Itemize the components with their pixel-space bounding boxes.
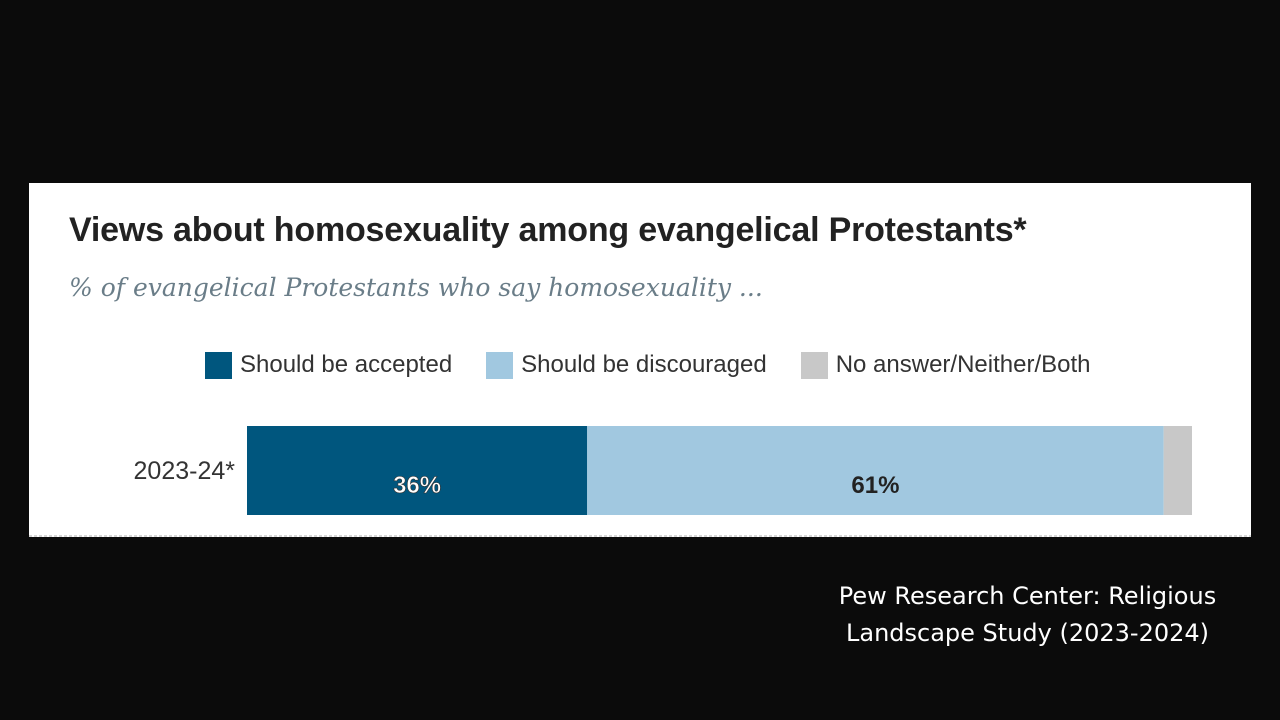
legend-item-no-answer: No answer/Neither/Both (800, 351, 1091, 379)
panel-bottom-edge (29, 535, 1251, 537)
bar-segment-should-be-accepted (247, 426, 588, 515)
source-caption-line-1: Pew Research Center: Religious (838, 582, 1217, 610)
data-label-should-be-accepted: 36% (393, 472, 441, 499)
legend-label-discouraged: Should be discouraged (521, 351, 767, 378)
source-caption-line-2: Landscape Study (2023-2024) (845, 619, 1210, 647)
legend-label-accepted: Should be accepted (240, 351, 453, 378)
chart-subtitle: % of evangelical Protestants who say hom… (69, 273, 763, 302)
source-caption: Pew Research Center: Religious Landscape… (800, 578, 1255, 652)
legend-swatch-no-answer (800, 351, 828, 379)
stacked-bar-chart: 2023-24* 36% 61% (134, 426, 1192, 515)
chart-panel: Views about homosexuality among evangeli… (29, 183, 1251, 537)
category-label: 2023-24* (134, 457, 236, 485)
chart-title: Views about homosexuality among evangeli… (69, 211, 1027, 249)
bar-segment-should-be-discouraged (587, 426, 1164, 515)
legend-item-accepted: Should be accepted (205, 351, 452, 379)
legend-item-discouraged: Should be discouraged (486, 351, 767, 379)
legend-swatch-accepted (205, 351, 232, 379)
bar-segment-no-answer-neither-both (1163, 426, 1192, 515)
legend-label-no-answer: No answer/Neither/Both (835, 351, 1091, 378)
data-label-should-be-discouraged: 61% (851, 472, 899, 499)
chart-legend: Should be accepted Should be discouraged… (205, 351, 1125, 379)
legend-swatch-discouraged (486, 351, 514, 379)
